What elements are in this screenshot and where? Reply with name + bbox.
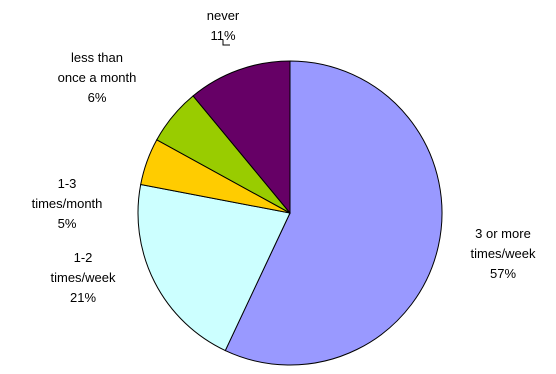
pie-slice-4 xyxy=(192,60,291,215)
slice-label-4: never 11% xyxy=(207,8,240,43)
slice-category-label: times/week xyxy=(470,246,536,261)
slice-label-3: less than once a month 6% xyxy=(58,50,137,105)
slice-value-label: 21% xyxy=(70,290,96,305)
slice-category-label: 3 or more xyxy=(475,226,531,241)
slice-value-label: 6% xyxy=(88,90,107,105)
slice-category-label: less than xyxy=(71,50,123,65)
slice-value-label: 57% xyxy=(490,266,516,281)
pie-slice-0 xyxy=(224,60,443,366)
slice-value-label: 11% xyxy=(210,28,235,43)
slice-category-label: times/week xyxy=(50,270,116,285)
slice-category-label: never xyxy=(207,8,240,23)
slice-category-label: 1-3 xyxy=(58,176,77,191)
slice-category-label: times/month xyxy=(32,196,103,211)
slice-label-0: 3 or more times/week 57% xyxy=(470,226,536,281)
leader-line-never xyxy=(222,40,230,46)
slice-label-2: 1-3 times/month 5% xyxy=(32,176,103,231)
pie-slice-1 xyxy=(137,183,291,352)
slice-category-label: once a month xyxy=(58,70,137,85)
slice-value-label: 5% xyxy=(58,216,77,231)
slice-label-1: 1-2 times/week 21% xyxy=(50,250,116,305)
slice-category-label: 1-2 xyxy=(74,250,93,265)
